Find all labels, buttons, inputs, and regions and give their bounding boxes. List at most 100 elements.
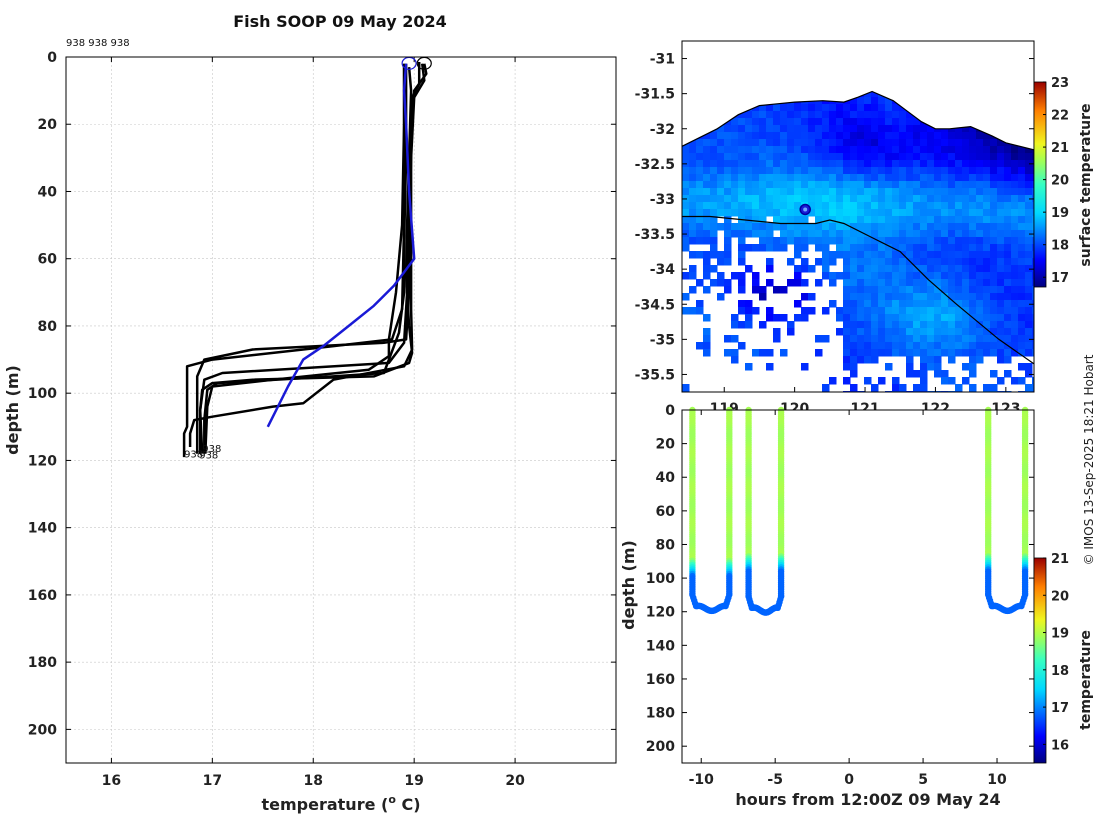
- sst-cell: [927, 125, 935, 133]
- sst-cell: [997, 237, 1005, 245]
- sst-cell: [969, 349, 977, 357]
- sst-cell: [899, 307, 907, 315]
- sst-cell: [717, 188, 725, 196]
- sst-cell: [1025, 223, 1033, 231]
- sst-cell: [843, 167, 851, 175]
- sst-cell: [969, 223, 977, 231]
- sst-cell: [983, 349, 991, 357]
- sst-cell: [843, 321, 851, 329]
- sst-cell: [794, 160, 802, 168]
- sst-cell: [892, 216, 900, 224]
- sst-cell: [934, 265, 942, 273]
- sst-cell: [941, 251, 949, 259]
- sst-cell: [766, 174, 774, 182]
- sst-cell: [955, 139, 963, 147]
- sst-cell: [689, 195, 697, 203]
- sst-cell: [1018, 279, 1026, 287]
- sst-cell: [773, 188, 781, 196]
- sst-cell: [990, 216, 998, 224]
- sst-cell: [871, 104, 879, 112]
- sst-cell: [899, 160, 907, 168]
- sst-cell: [703, 181, 711, 189]
- sst-cell: [703, 265, 711, 273]
- vessel-position-center: [803, 207, 808, 212]
- sst-cell: [766, 363, 774, 371]
- sst-cell: [892, 342, 900, 350]
- sst-cell: [1011, 153, 1019, 161]
- sst-cell: [1004, 202, 1012, 210]
- sst-cell: [892, 258, 900, 266]
- sst-cell: [829, 223, 837, 231]
- sst-cell: [815, 160, 823, 168]
- sst-cell: [745, 300, 753, 308]
- td-colorbar-label: temperature: [1078, 630, 1094, 730]
- sst-cell: [983, 335, 991, 343]
- profile-4-line: [204, 63, 406, 454]
- sst-cell: [920, 188, 928, 196]
- sst-cell: [997, 251, 1005, 259]
- sst-cell: [955, 216, 963, 224]
- sst-cell: [836, 223, 844, 231]
- sst-cell: [892, 314, 900, 322]
- sst-cell: [857, 111, 865, 119]
- sst-cell: [913, 321, 921, 329]
- sst-cell: [990, 349, 998, 357]
- sst-cell: [962, 293, 970, 301]
- sst-cell: [1004, 328, 1012, 336]
- sst-cell: [885, 244, 893, 252]
- sst-cell: [934, 153, 942, 161]
- sst-cell: [710, 181, 718, 189]
- sst-cell: [871, 342, 879, 350]
- sst-cell: [934, 321, 942, 329]
- sst-cell: [759, 104, 767, 112]
- sst-cell: [1025, 195, 1033, 203]
- sst-cell: [885, 160, 893, 168]
- sst-cell: [815, 188, 823, 196]
- sst-cell: [759, 153, 767, 161]
- sst-cell: [892, 230, 900, 238]
- sst-cell: [759, 321, 767, 329]
- sst-cell: [696, 230, 704, 238]
- sst-cell: [864, 146, 872, 154]
- sst-cell: [983, 272, 991, 280]
- sst-cell: [689, 188, 697, 196]
- sst-cell: [913, 132, 921, 140]
- sst-cell: [997, 272, 1005, 280]
- sst-cell: [990, 335, 998, 343]
- sst-cell: [780, 125, 788, 133]
- sst-cell: [1032, 223, 1034, 231]
- map-colorbar-tick-label: 19: [1051, 206, 1069, 221]
- sst-cell: [815, 223, 823, 231]
- sst-cell: [983, 195, 991, 203]
- y-tick-label: 80: [38, 319, 58, 335]
- sst-cell: [948, 174, 956, 182]
- sst-cell: [822, 146, 830, 154]
- sst-cell: [955, 349, 963, 357]
- sst-cell: [892, 300, 900, 308]
- sst-cell: [1004, 321, 1012, 329]
- sst-cell: [1011, 314, 1019, 322]
- sst-cell: [864, 279, 872, 287]
- sst-cell: [738, 118, 746, 126]
- sst-cell: [864, 125, 872, 133]
- sst-cell: [843, 286, 851, 294]
- sst-cell: [1004, 237, 1012, 245]
- sst-cell: [808, 293, 816, 301]
- sst-cell: [927, 335, 935, 343]
- map-y-tick-label: -32: [650, 122, 675, 138]
- sst-cell: [850, 188, 858, 196]
- sst-cell: [717, 174, 725, 182]
- sst-cell: [857, 293, 865, 301]
- sst-cell: [885, 314, 893, 322]
- sst-cell: [962, 195, 970, 203]
- sst-cell: [815, 139, 823, 147]
- x-tick-label: 17: [203, 773, 222, 789]
- sst-cell: [724, 244, 732, 252]
- sst-cell: [885, 349, 893, 357]
- sst-cell: [892, 209, 900, 217]
- sst-cell: [920, 195, 928, 203]
- sst-cell: [990, 258, 998, 266]
- sst-cell: [1025, 265, 1033, 273]
- sst-cell: [871, 97, 879, 105]
- sst-cell: [815, 181, 823, 189]
